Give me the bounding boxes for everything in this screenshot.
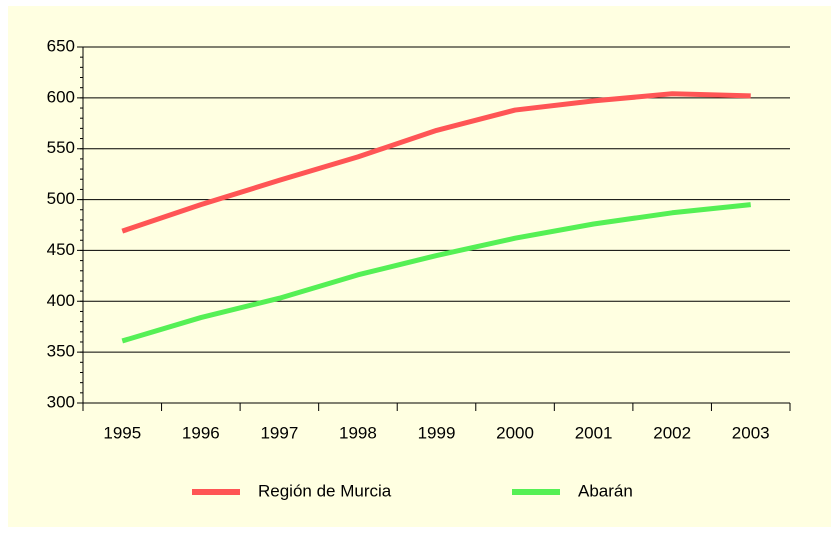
legend-label: Región de Murcia bbox=[258, 481, 392, 500]
y-tick-label: 500 bbox=[47, 189, 75, 208]
series-line bbox=[121, 202, 751, 344]
y-tick-label: 300 bbox=[47, 392, 75, 411]
x-tick-label: 2000 bbox=[496, 423, 534, 442]
y-tick-label: 600 bbox=[47, 87, 75, 106]
y-tick-label: 350 bbox=[47, 342, 75, 361]
background bbox=[8, 6, 831, 527]
x-tick-label: 2003 bbox=[732, 423, 770, 442]
x-tick-label: 1999 bbox=[418, 423, 456, 442]
y-tick-label: 400 bbox=[47, 291, 75, 310]
x-tick-label: 2001 bbox=[575, 423, 613, 442]
y-tick-label: 550 bbox=[47, 138, 75, 157]
x-tick-label: 2002 bbox=[653, 423, 691, 442]
y-tick-label: 650 bbox=[47, 36, 75, 55]
x-tick-label: 1997 bbox=[260, 423, 298, 442]
x-tick-label: 1996 bbox=[182, 423, 220, 442]
x-tick-label: 1995 bbox=[103, 423, 141, 442]
y-tick-label: 450 bbox=[47, 240, 75, 259]
series-line bbox=[121, 91, 751, 234]
x-tick-label: 1998 bbox=[339, 423, 377, 442]
legend-label: Abarán bbox=[578, 481, 633, 500]
